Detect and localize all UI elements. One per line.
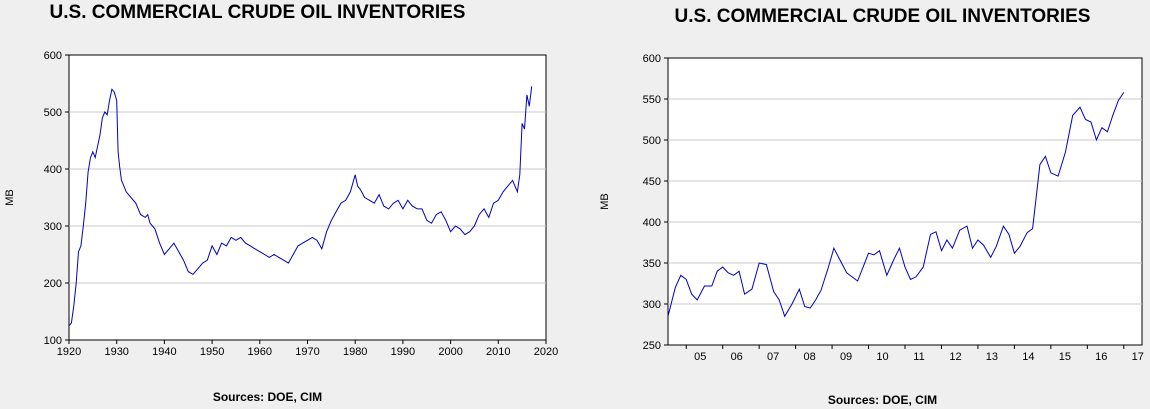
x-tick-label: 12: [949, 351, 961, 363]
y-tick-label: 500: [44, 107, 62, 119]
x-tick-label: 1990: [391, 346, 415, 358]
x-tick-label: 08: [803, 351, 815, 363]
y-tick-label: 300: [643, 299, 661, 311]
y-tick-label: 550: [643, 94, 661, 106]
x-tick-label: 14: [1022, 351, 1034, 363]
y-tick-label: 400: [643, 217, 661, 229]
x-tick-label: 10: [876, 351, 888, 363]
y-axis-label: MB: [599, 193, 611, 210]
x-tick-label: 1920: [57, 346, 81, 358]
x-tick-label: 17: [1132, 351, 1144, 363]
y-tick-label: 350: [643, 258, 661, 270]
series-line: [667, 92, 1125, 318]
chart-source: Sources: DOE, CIM: [827, 393, 938, 407]
x-tick-label: 11: [913, 351, 924, 363]
x-tick-label: 1960: [248, 346, 272, 358]
x-tick-label: 1940: [152, 346, 176, 358]
chart-plot-left: 100 200 300 400 500 600 1920 1930 1940 1950 1960 19…: [4, 50, 558, 358]
chart-plot-right: 250 300 350 400 450 500 550 600 05 06 07 08 09 10 11 12…: [599, 53, 1144, 363]
x-tick-label: 2000: [438, 346, 462, 358]
y-tick-label: 100: [44, 335, 62, 347]
chart-panel-right: U.S. COMMERCIAL CRUDE OIL INVENTORIES 25…: [575, 0, 1150, 409]
x-tick-label: 1970: [295, 346, 319, 358]
y-tick-label: 600: [44, 50, 62, 62]
y-tick-label: 600: [643, 53, 661, 65]
chart-title: U.S. COMMERCIAL CRUDE OIL INVENTORIES: [674, 6, 1091, 27]
y-tick-label: 400: [44, 164, 62, 176]
x-tick-label: 1980: [343, 346, 367, 358]
y-tick-label: 450: [643, 176, 661, 188]
y-tick-label: 500: [643, 135, 661, 147]
x-tick-label: 05: [694, 351, 706, 363]
y-tick-label: 300: [44, 221, 62, 233]
x-tick-label: 15: [1059, 351, 1071, 363]
y-tick-label: 250: [643, 340, 661, 352]
chart-panel-left: U.S. COMMERCIAL CRUDE OIL INVENTORIES 10…: [4, 2, 558, 404]
x-tick-label: 2010: [486, 346, 510, 358]
x-tick-label: 2020: [534, 346, 558, 358]
plot-area: [667, 57, 1143, 346]
x-tick-label: 1950: [200, 346, 224, 358]
chart-title: U.S. COMMERCIAL CRUDE OIL INVENTORIES: [49, 2, 466, 23]
y-tick-label: 200: [44, 278, 62, 290]
x-tick-label: 13: [986, 351, 998, 363]
plot-area: [68, 54, 547, 341]
x-tick-label: 1930: [104, 346, 128, 358]
x-tick-label: 09: [840, 351, 852, 363]
x-tick-label: 06: [731, 351, 743, 363]
x-tick-label: 16: [1095, 351, 1107, 363]
y-axis-label: MB: [4, 189, 16, 206]
x-tick-label: 07: [767, 351, 779, 363]
chart-source: Sources: DOE, CIM: [212, 390, 323, 404]
series-line: [68, 86, 533, 327]
